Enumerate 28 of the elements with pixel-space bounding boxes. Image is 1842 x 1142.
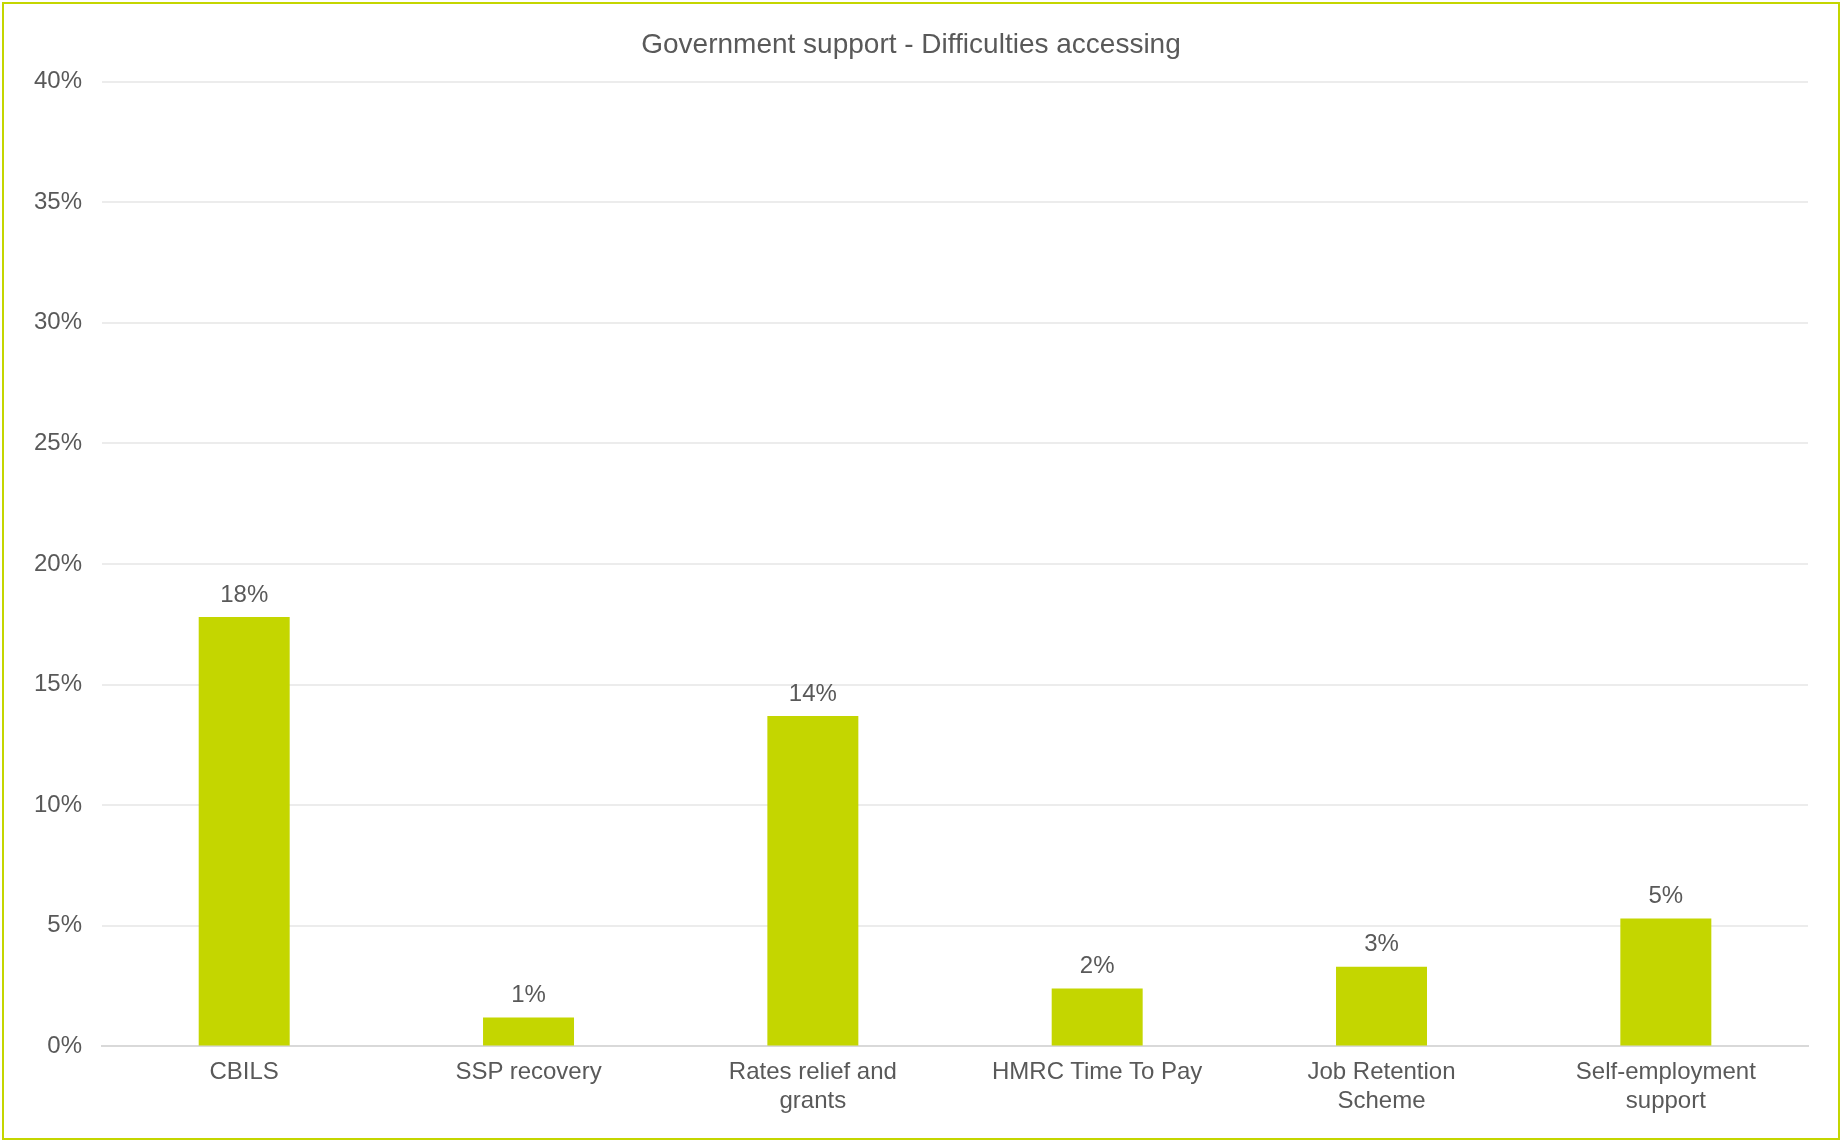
bar bbox=[483, 1017, 575, 1046]
y-tick-label: 5% bbox=[47, 910, 83, 938]
data-label: 2% bbox=[1079, 951, 1115, 979]
bar bbox=[1336, 966, 1427, 1046]
x-tick-label: Self-employment support bbox=[1575, 1057, 1757, 1114]
data-label: 14% bbox=[788, 678, 837, 706]
data-label: 1% bbox=[511, 980, 546, 1008]
y-tick-label: 10% bbox=[33, 789, 83, 817]
data-label: 18% bbox=[220, 579, 269, 607]
x-tick-label: Job Retention Scheme bbox=[1307, 1057, 1456, 1114]
bar bbox=[198, 617, 290, 1046]
x-tick-label: SSP recovery bbox=[455, 1057, 602, 1085]
data-label: 3% bbox=[1364, 929, 1399, 957]
x-tick-label: HMRC Time To Pay bbox=[992, 1057, 1203, 1085]
data-label: 5% bbox=[1648, 881, 1684, 909]
x-tick-label: CBILS bbox=[209, 1057, 279, 1085]
y-tick-label: 40% bbox=[33, 66, 83, 94]
bar bbox=[1051, 988, 1143, 1046]
x-tick-label: Rates relief and grants bbox=[728, 1057, 897, 1114]
y-tick-label: 20% bbox=[33, 548, 83, 576]
y-tick-label: 35% bbox=[33, 186, 83, 214]
y-tick-label: 15% bbox=[33, 669, 83, 697]
bar bbox=[1620, 918, 1712, 1046]
y-tick-label: 25% bbox=[33, 428, 83, 456]
bar bbox=[767, 715, 859, 1046]
y-tick-label: 0% bbox=[47, 1031, 83, 1059]
y-tick-label: 30% bbox=[33, 307, 83, 335]
chart-title: Government support - Difficulties accessing bbox=[641, 27, 1181, 59]
